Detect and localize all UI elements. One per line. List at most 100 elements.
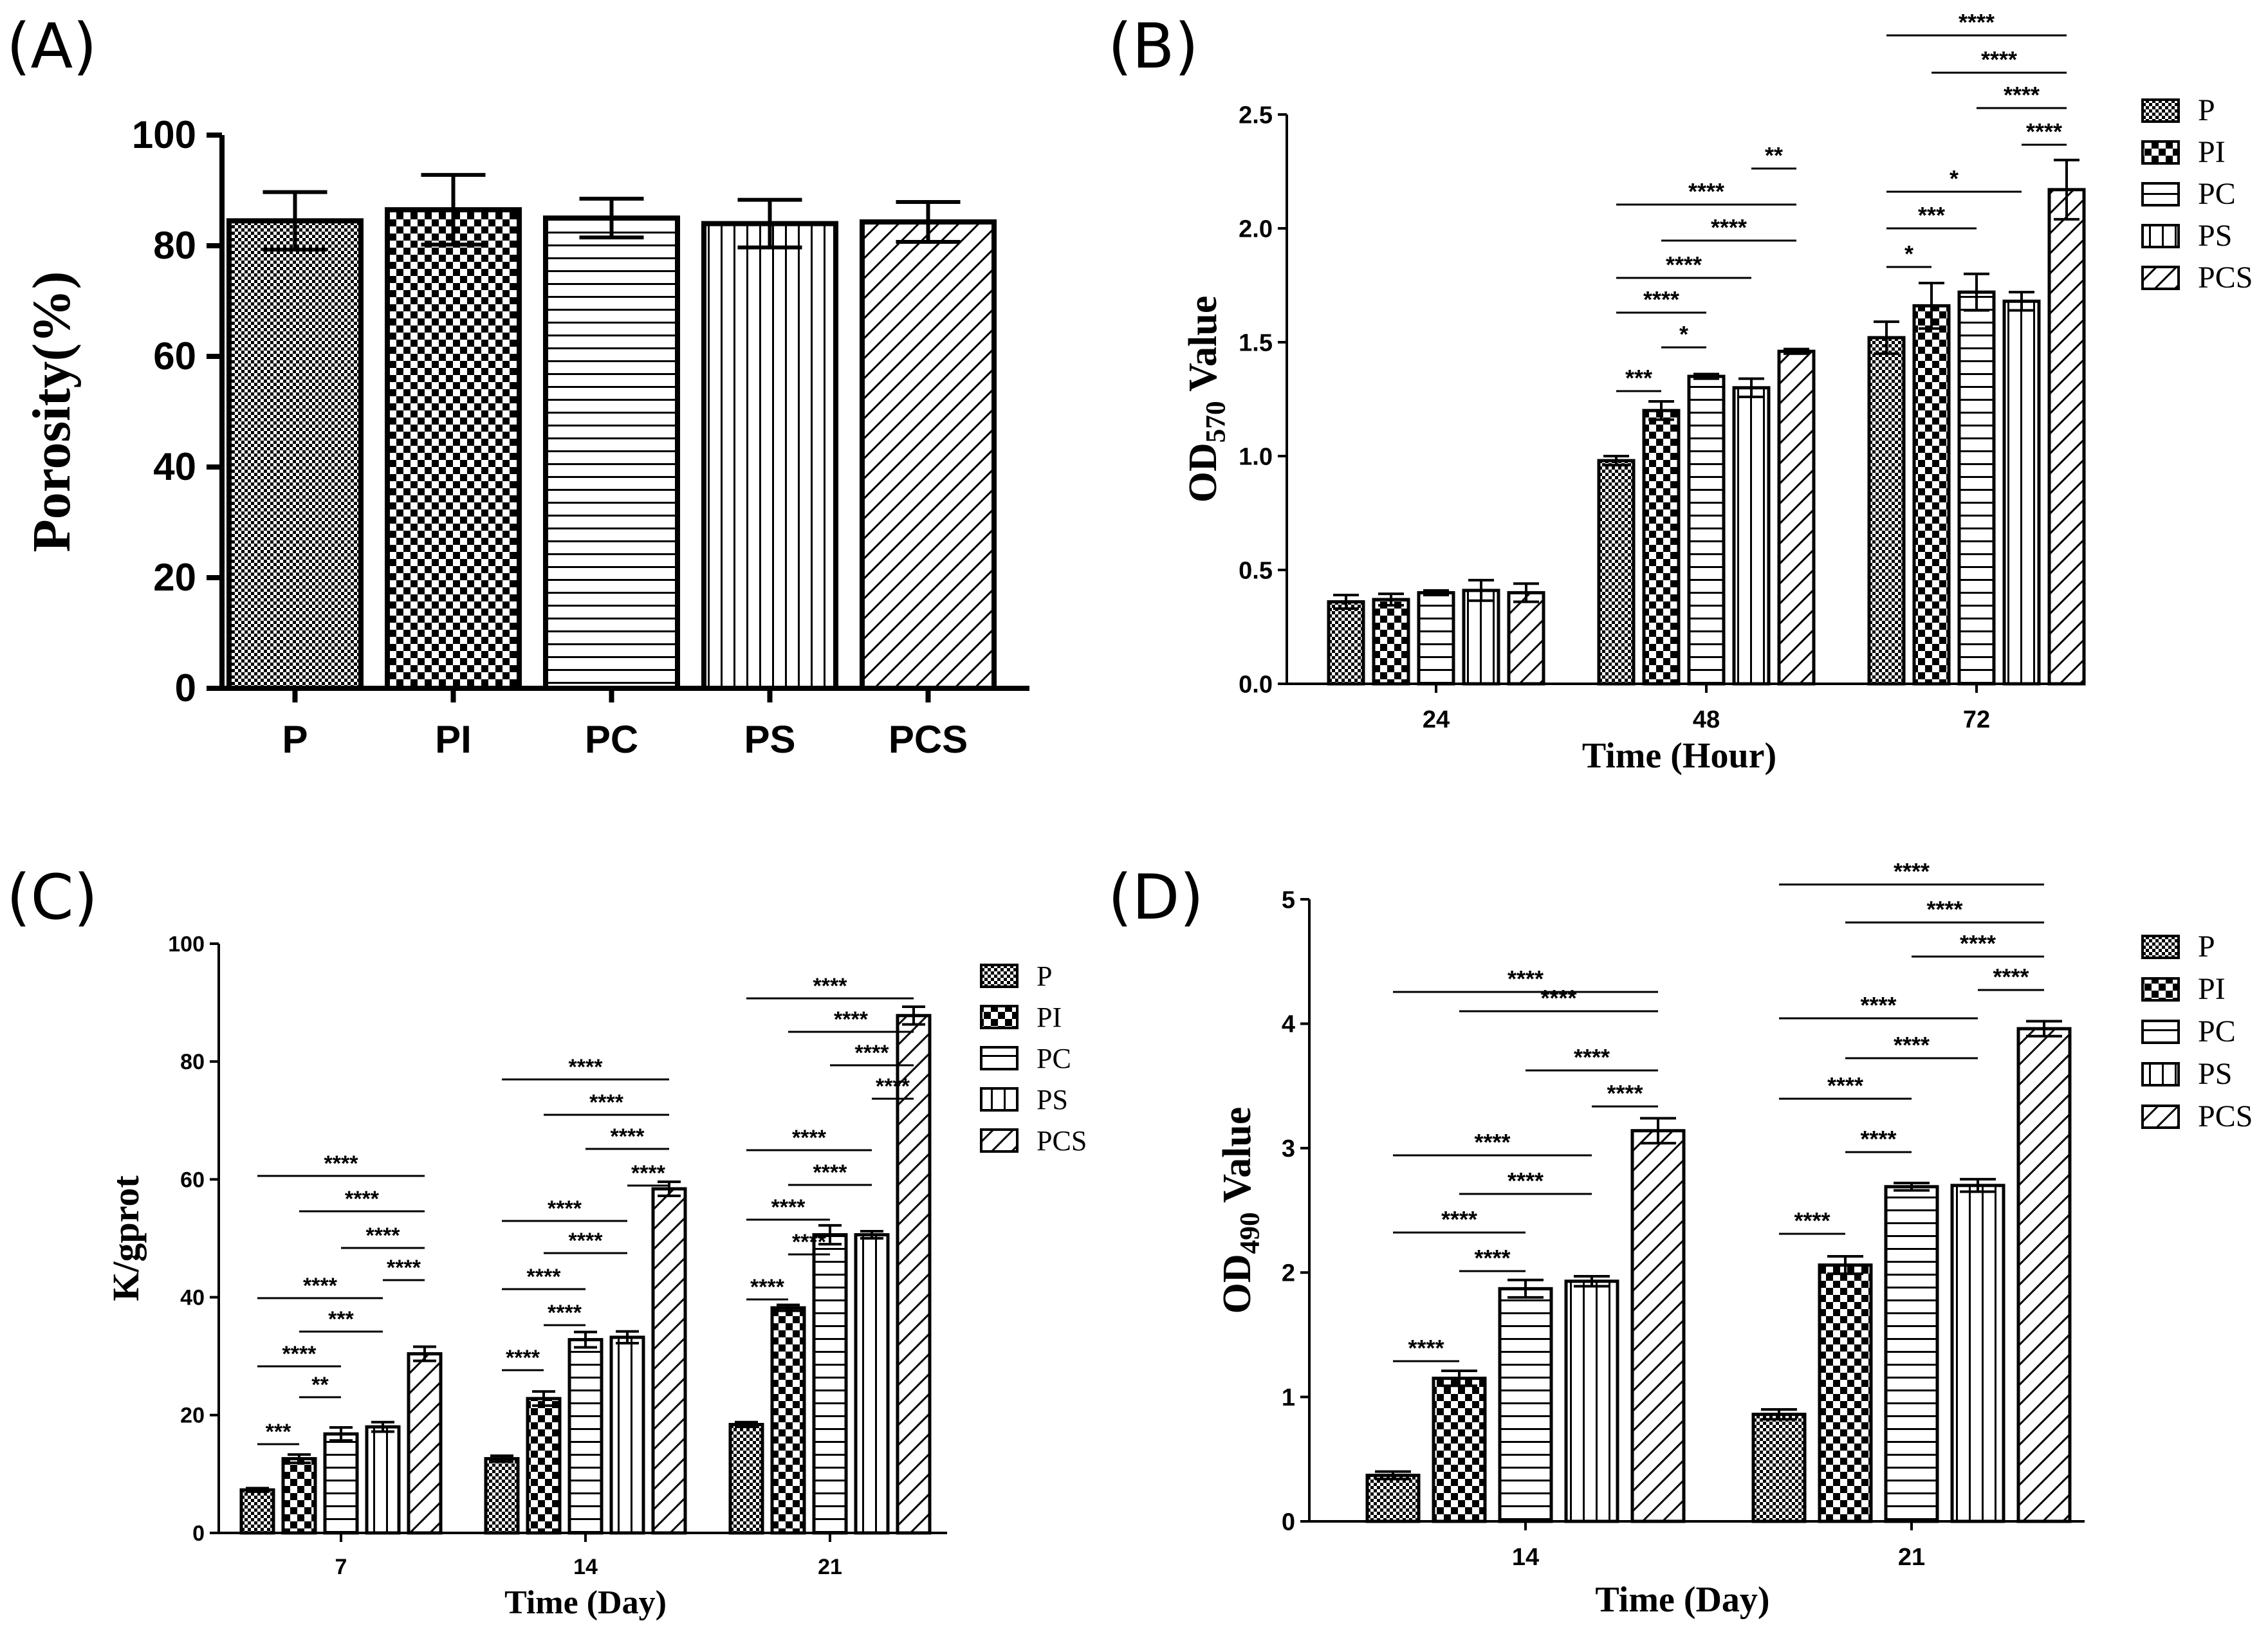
significance-label: **** — [303, 1274, 338, 1298]
x-tick-label-24: 24 — [1423, 706, 1450, 733]
bar-pi-14 — [526, 1397, 562, 1535]
y-tick-label: 2.0 — [1239, 215, 1273, 243]
x-tick-label-72: 72 — [1963, 706, 1990, 733]
legend-swatch-pcs — [2141, 266, 2180, 290]
significance-label: **** — [792, 1126, 827, 1150]
legend-label-ps: PS — [1037, 1084, 1068, 1115]
x-axis-label: Time (Day) — [1595, 1580, 1769, 1620]
bar-pi-21 — [1818, 1263, 1873, 1523]
significance-label: **** — [792, 1230, 827, 1254]
significance-label: *** — [1625, 365, 1652, 391]
significance-label: **** — [813, 974, 848, 998]
significance-label: **** — [1574, 1044, 1610, 1070]
bar-ps-48 — [1732, 386, 1771, 686]
significance-label: **** — [1894, 858, 1930, 885]
bar-pcs-14 — [651, 1187, 687, 1535]
y-tick-label: 20 — [180, 1404, 205, 1428]
bar-pcs-48 — [1777, 349, 1816, 686]
y-axis-label: K/gprot — [105, 1175, 147, 1301]
significance-label: **** — [527, 1265, 562, 1289]
bar-ps-72 — [2002, 299, 2041, 686]
bar-pi-72 — [1912, 304, 1951, 686]
significance-label: **** — [1408, 1335, 1444, 1361]
bar-p-14 — [484, 1457, 520, 1535]
significance-label: *** — [328, 1307, 354, 1332]
y-axis-label-main: K/gprot — [105, 1175, 147, 1301]
bar-pcs-24 — [1507, 591, 1545, 686]
significance-label: **** — [1507, 966, 1544, 992]
bar-pc-7 — [323, 1432, 359, 1535]
significance-label: **** — [1666, 252, 1702, 278]
legend-label-pc: PC — [2198, 177, 2236, 211]
significance-label: **** — [1960, 930, 1996, 957]
bar-p-14 — [1365, 1473, 1421, 1523]
y-axis-label: OD490 Value — [1215, 1107, 1266, 1314]
significance-label: **** — [1688, 178, 1724, 205]
bar-ps-21 — [854, 1233, 890, 1535]
significance-label: *** — [1918, 202, 1945, 228]
significance-label: **** — [1441, 1206, 1477, 1233]
y-axis-label-subscript: 570 — [1201, 401, 1231, 443]
bar-pc-14 — [567, 1338, 604, 1535]
bar-ps — [701, 221, 838, 692]
legend-swatch-pi — [2141, 140, 2180, 165]
bar-pc-24 — [1417, 591, 1455, 686]
legend-label-pi: PI — [2198, 135, 2226, 169]
significance-label: **** — [345, 1187, 380, 1211]
significance-label: **** — [1540, 985, 1576, 1011]
legend-swatch-ps — [2141, 224, 2180, 248]
x-tick-label-pi: PI — [435, 718, 472, 761]
significance-label: ** — [1765, 142, 1783, 169]
significance-label: **** — [548, 1301, 582, 1325]
y-tick-label: 0 — [175, 666, 196, 710]
y-tick-label: 2.5 — [1239, 102, 1273, 129]
x-tick-label-pcs: PCS — [889, 718, 968, 761]
bar-p-7 — [239, 1488, 275, 1535]
y-tick-label: 100 — [168, 932, 205, 957]
bar-pc-21 — [1884, 1185, 1939, 1523]
bar-p-21 — [1751, 1413, 1807, 1523]
legend-label-pi: PI — [1037, 1002, 1062, 1033]
significance-label: **** — [750, 1275, 785, 1299]
legend-swatch-pc — [980, 1046, 1019, 1070]
bar-ps-24 — [1462, 589, 1500, 686]
x-tick-label-14: 14 — [1512, 1544, 1539, 1571]
significance-label: **** — [1860, 992, 1896, 1018]
bar-ps-7 — [365, 1425, 401, 1535]
significance-label: **** — [1474, 1245, 1510, 1271]
y-tick-label: 100 — [132, 113, 196, 156]
legend-swatch-pi — [2141, 977, 2180, 1002]
legend-label-ps: PS — [2198, 1057, 2232, 1091]
x-tick-label-7: 7 — [335, 1555, 347, 1579]
legend-swatch-pcs — [980, 1128, 1019, 1153]
bar-pcs-7 — [407, 1352, 443, 1535]
legend-label-pc: PC — [2198, 1014, 2236, 1049]
y-tick-label: 5 — [1282, 886, 1295, 913]
y-tick-label: 0.0 — [1239, 671, 1273, 698]
significance-label: **** — [1926, 896, 1962, 922]
y-tick-label: 4 — [1282, 1011, 1295, 1038]
x-tick-label-21: 21 — [818, 1555, 842, 1579]
significance-label: **** — [855, 1041, 890, 1065]
x-tick-label-21: 21 — [1898, 1544, 1925, 1571]
significance-label: **** — [876, 1074, 910, 1099]
bar-pi-7 — [281, 1457, 317, 1535]
significance-label: * — [1679, 321, 1688, 347]
y-axis-label-suffix: Value — [1181, 296, 1225, 401]
significance-label: **** — [631, 1161, 666, 1186]
legend-label-pcs: PCS — [2198, 261, 2253, 295]
legend-label-p: P — [1037, 960, 1052, 992]
bar-pc-14 — [1498, 1287, 1553, 1523]
bar-pcs-21 — [896, 1014, 932, 1535]
y-axis-label-suffix: Value — [1215, 1107, 1259, 1213]
significance-label: **** — [387, 1256, 421, 1280]
bar-pc-72 — [1957, 290, 1996, 686]
y-tick-label: 40 — [153, 445, 196, 488]
panel-a-chart: (A) 0 20 40 60 80 100 Porosity(%) P PI PC PS PCS — [6, 10, 1029, 761]
bar-pcs-72 — [2047, 188, 2086, 686]
y-tick-label: 3 — [1282, 1135, 1295, 1162]
significance-label: **** — [506, 1346, 540, 1370]
significance-label: **** — [813, 1160, 848, 1185]
